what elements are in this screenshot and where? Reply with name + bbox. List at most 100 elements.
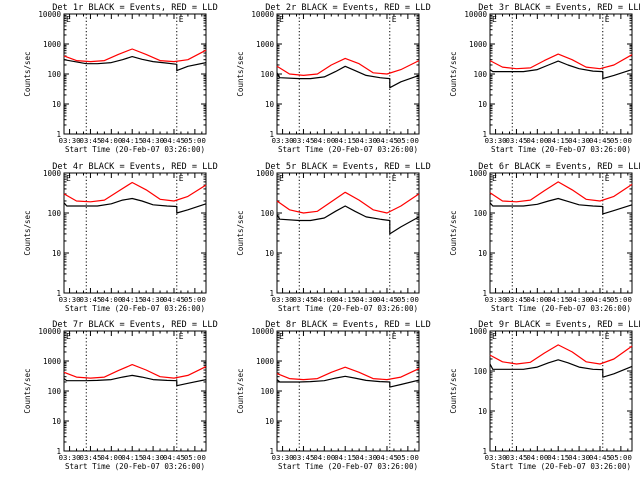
plot-frame bbox=[63, 172, 207, 294]
y-axis-label: Counts/sec bbox=[23, 210, 32, 255]
y-tick-label: 1000 bbox=[43, 169, 62, 178]
y-axis-label: Counts/sec bbox=[449, 368, 458, 413]
y-tick-label: 100 bbox=[473, 70, 487, 79]
y-tick-label: 100 bbox=[47, 70, 61, 79]
y-tick-label: 1 bbox=[56, 289, 61, 298]
x-tick-label: 04:00 bbox=[313, 295, 335, 304]
chart-title: Det 8r BLACK = Events, RED = LLD bbox=[265, 320, 431, 330]
x-tick-label: 04:00 bbox=[526, 453, 548, 462]
x-tick-label: 03:30 bbox=[485, 295, 507, 304]
x-tick-label: 05:00 bbox=[397, 136, 419, 145]
x-tick-label: 05:00 bbox=[610, 295, 632, 304]
x-tick-label: 04:00 bbox=[100, 136, 122, 145]
y-axis-label: Counts/sec bbox=[449, 51, 458, 96]
events-series-line bbox=[276, 65, 420, 89]
y-tick-label: 1000 bbox=[469, 40, 488, 49]
plot-frame bbox=[489, 13, 633, 135]
x-axis-label: Start Time (20-Feb-07 03:26:00) bbox=[65, 145, 205, 154]
y-tick-label: 1 bbox=[56, 130, 61, 139]
marker-label: E bbox=[66, 15, 71, 24]
x-tick-label: 04:30 bbox=[142, 136, 164, 145]
events-series-line bbox=[63, 55, 207, 72]
x-tick-label: 04:45 bbox=[376, 295, 398, 304]
marker-label: E bbox=[66, 174, 71, 183]
marker-label: E bbox=[605, 15, 610, 24]
x-tick-label: 04:30 bbox=[568, 295, 590, 304]
y-tick-label: 1 bbox=[482, 447, 487, 456]
y-tick-label: 10000 bbox=[38, 10, 61, 19]
events-series-line bbox=[63, 374, 207, 387]
x-axis-label: Start Time (20-Feb-07 03:26:00) bbox=[278, 145, 418, 154]
plot-frame bbox=[489, 172, 633, 294]
y-tick-label: 100 bbox=[473, 367, 487, 376]
x-tick-label: 04:15 bbox=[334, 136, 356, 145]
x-tick-label: 03:30 bbox=[485, 136, 507, 145]
x-tick-label: 04:00 bbox=[526, 136, 548, 145]
x-tick-label: 04:15 bbox=[121, 295, 143, 304]
y-tick-label: 1000 bbox=[256, 169, 275, 178]
x-tick-label: 04:15 bbox=[334, 453, 356, 462]
marker-label: E bbox=[279, 332, 284, 341]
y-tick-label: 10 bbox=[52, 100, 62, 109]
y-tick-label: 100 bbox=[473, 209, 487, 218]
x-tick-label: 03:45 bbox=[79, 295, 101, 304]
x-axis-label: Start Time (20-Feb-07 03:26:00) bbox=[65, 462, 205, 471]
plot-frame bbox=[63, 13, 207, 135]
y-tick-label: 10 bbox=[52, 249, 62, 258]
marker-label: E bbox=[392, 174, 397, 183]
x-tick-label: 04:45 bbox=[163, 453, 185, 462]
y-tick-label: 10 bbox=[478, 100, 488, 109]
y-tick-label: 10000 bbox=[251, 327, 274, 336]
x-tick-label: 04:00 bbox=[100, 295, 122, 304]
y-tick-label: 100 bbox=[260, 387, 274, 396]
chart-panel-5: Det 5r BLACK = Events, RED = LLD 1 10 100 10… bbox=[236, 162, 431, 313]
y-tick-label: 1000 bbox=[43, 357, 62, 366]
marker-label: E bbox=[392, 332, 397, 341]
y-axis-label: Counts/sec bbox=[236, 368, 245, 413]
x-tick-label: 04:15 bbox=[547, 295, 569, 304]
lld-series-line bbox=[276, 57, 420, 77]
plot-frame bbox=[276, 13, 420, 135]
x-tick-label: 04:30 bbox=[142, 453, 164, 462]
x-tick-label: 04:00 bbox=[526, 295, 548, 304]
y-axis-label: Counts/sec bbox=[236, 51, 245, 96]
x-tick-label: 04:30 bbox=[355, 295, 377, 304]
chart-panel-2: Det 2r BLACK = Events, RED = LLD 1 10 100 10… bbox=[236, 3, 431, 154]
y-tick-label: 10 bbox=[478, 249, 488, 258]
x-tick-label: 04:15 bbox=[547, 453, 569, 462]
y-tick-label: 10000 bbox=[464, 10, 487, 19]
x-tick-label: 04:45 bbox=[376, 453, 398, 462]
x-axis-label: Start Time (20-Feb-07 03:26:00) bbox=[491, 145, 631, 154]
y-tick-label: 10 bbox=[265, 249, 275, 258]
x-axis-label: Start Time (20-Feb-07 03:26:00) bbox=[491, 462, 631, 471]
y-tick-label: 1 bbox=[269, 447, 274, 456]
chart-title: Det 3r BLACK = Events, RED = LLD bbox=[478, 3, 640, 13]
x-tick-label: 03:45 bbox=[79, 453, 101, 462]
plot-frame bbox=[489, 330, 633, 452]
chart-panel-9: Det 9r BLACK = Events, RED = LLD 1 10 100 10… bbox=[449, 320, 640, 471]
events-series-line bbox=[276, 375, 420, 388]
x-axis-label: Start Time (20-Feb-07 03:26:00) bbox=[278, 462, 418, 471]
marker-label: E bbox=[279, 15, 284, 24]
x-tick-label: 03:45 bbox=[505, 295, 527, 304]
x-tick-label: 03:45 bbox=[505, 453, 527, 462]
y-tick-label: 1000 bbox=[469, 327, 488, 336]
x-tick-label: 04:30 bbox=[355, 136, 377, 145]
x-tick-label: 04:45 bbox=[589, 136, 611, 145]
events-series-line bbox=[63, 197, 207, 214]
lld-series-line bbox=[63, 48, 207, 63]
x-tick-label: 03:45 bbox=[505, 136, 527, 145]
y-tick-label: 1000 bbox=[256, 357, 275, 366]
lld-series-line bbox=[276, 366, 420, 381]
marker-label: E bbox=[279, 174, 284, 183]
x-tick-label: 03:30 bbox=[272, 136, 294, 145]
x-tick-label: 05:00 bbox=[184, 136, 206, 145]
marker-label: E bbox=[492, 174, 497, 183]
marker-label: E bbox=[392, 15, 397, 24]
events-series-line bbox=[489, 197, 633, 215]
x-tick-label: 04:45 bbox=[589, 295, 611, 304]
x-tick-label: 04:15 bbox=[121, 453, 143, 462]
chart-title: Det 1r BLACK = Events, RED = LLD bbox=[52, 3, 218, 13]
chart-panel-1: Det 1r BLACK = Events, RED = LLD 1 10 100 10… bbox=[23, 3, 218, 154]
